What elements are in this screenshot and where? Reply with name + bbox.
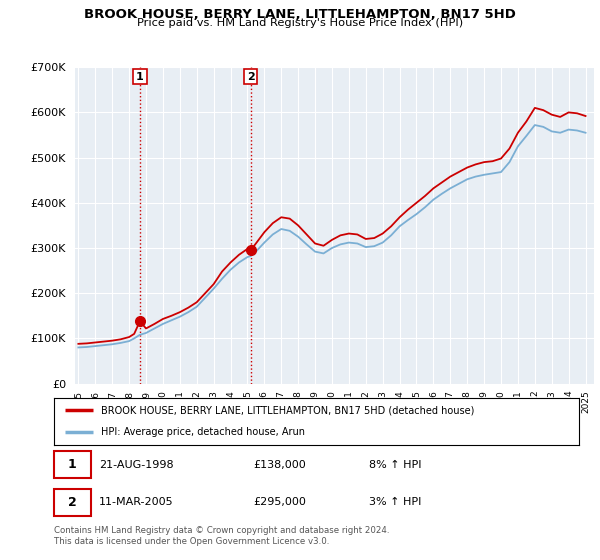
Text: BROOK HOUSE, BERRY LANE, LITTLEHAMPTON, BN17 5HD: BROOK HOUSE, BERRY LANE, LITTLEHAMPTON, … — [84, 8, 516, 21]
Text: 3% ↑ HPI: 3% ↑ HPI — [369, 497, 421, 507]
FancyBboxPatch shape — [54, 451, 91, 478]
Text: 2: 2 — [68, 496, 77, 509]
Text: £295,000: £295,000 — [254, 497, 307, 507]
Text: 1: 1 — [136, 72, 144, 82]
Text: 11-MAR-2005: 11-MAR-2005 — [98, 497, 173, 507]
Text: 8% ↑ HPI: 8% ↑ HPI — [369, 460, 421, 470]
Text: Contains HM Land Registry data © Crown copyright and database right 2024.
This d: Contains HM Land Registry data © Crown c… — [54, 526, 389, 546]
Text: 21-AUG-1998: 21-AUG-1998 — [98, 460, 173, 470]
Text: Price paid vs. HM Land Registry's House Price Index (HPI): Price paid vs. HM Land Registry's House … — [137, 18, 463, 29]
FancyBboxPatch shape — [54, 489, 91, 516]
Text: 2: 2 — [247, 72, 254, 82]
Text: 1: 1 — [68, 458, 77, 471]
Text: BROOK HOUSE, BERRY LANE, LITTLEHAMPTON, BN17 5HD (detached house): BROOK HOUSE, BERRY LANE, LITTLEHAMPTON, … — [101, 405, 475, 416]
Text: HPI: Average price, detached house, Arun: HPI: Average price, detached house, Arun — [101, 427, 305, 437]
Text: £138,000: £138,000 — [254, 460, 306, 470]
